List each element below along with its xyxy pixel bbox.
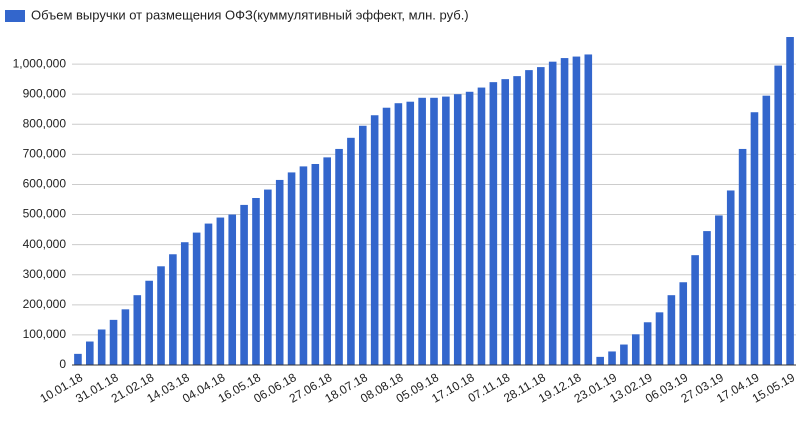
- bar: [145, 280, 153, 365]
- bar: [655, 312, 664, 365]
- bar: [204, 223, 213, 365]
- bar: [786, 37, 794, 365]
- bar: [762, 95, 771, 365]
- bar: [180, 242, 189, 365]
- bar: [216, 217, 225, 365]
- y-tick-label: 400,000: [23, 237, 67, 251]
- bar: [370, 115, 379, 365]
- bar: [275, 179, 284, 365]
- bar: [501, 79, 510, 366]
- bar: [643, 322, 652, 365]
- bar: [691, 255, 699, 365]
- bar: [453, 94, 462, 365]
- bar: [596, 356, 604, 365]
- bar: [608, 351, 616, 365]
- bar: [133, 295, 142, 365]
- legend-label: Объем выручки от размещения ОФЗ(куммулят…: [31, 7, 469, 22]
- bar: [240, 204, 248, 365]
- bar: [703, 231, 711, 365]
- bar: [477, 87, 486, 365]
- bar: [537, 67, 545, 365]
- legend-swatch: [5, 10, 25, 22]
- bar: [335, 148, 343, 365]
- bar: [726, 190, 735, 365]
- bar: [382, 107, 391, 366]
- bar: [750, 112, 759, 366]
- bar: [86, 341, 94, 365]
- y-tick-label: 600,000: [23, 177, 67, 191]
- bar: [121, 309, 130, 365]
- bar: [572, 56, 581, 366]
- bar: [299, 166, 308, 365]
- y-tick-label: 300,000: [23, 267, 67, 281]
- bar: [667, 295, 676, 365]
- y-tick-label: 100,000: [23, 327, 67, 341]
- bar: [287, 172, 296, 365]
- bar: [442, 96, 450, 366]
- bar: [513, 76, 521, 366]
- bar: [252, 197, 260, 365]
- bar: [394, 103, 403, 365]
- y-tick-label: 1,000,000: [13, 56, 67, 70]
- bar: [228, 214, 237, 365]
- bar: [548, 61, 557, 366]
- bar: [418, 97, 426, 365]
- bar: [157, 266, 165, 365]
- bar: [465, 91, 474, 366]
- bar: [738, 148, 747, 365]
- bar: [406, 101, 415, 366]
- y-tick-label: 900,000: [23, 86, 67, 100]
- bar: [347, 137, 355, 365]
- bar: [560, 58, 569, 366]
- bar: [109, 319, 118, 365]
- y-tick-label: 500,000: [23, 207, 67, 221]
- bar: [525, 70, 533, 365]
- bar: [97, 329, 106, 365]
- bar: [264, 189, 272, 365]
- bar: [74, 353, 82, 365]
- bar: [311, 163, 320, 365]
- bar: [679, 282, 688, 365]
- y-tick-label: 200,000: [23, 297, 67, 311]
- y-tick-label: 700,000: [23, 147, 67, 161]
- bar: [192, 232, 201, 365]
- bar: [620, 344, 628, 365]
- bar: [631, 334, 640, 365]
- bar: [489, 82, 498, 366]
- bar: [774, 65, 782, 365]
- bar: [715, 215, 723, 365]
- bar: [584, 54, 593, 365]
- bar: [323, 157, 331, 365]
- y-tick-label: 800,000: [23, 116, 67, 130]
- bar: [169, 254, 177, 365]
- bar: [358, 125, 367, 365]
- bar: [430, 97, 438, 365]
- y-tick-label: 0: [59, 357, 66, 371]
